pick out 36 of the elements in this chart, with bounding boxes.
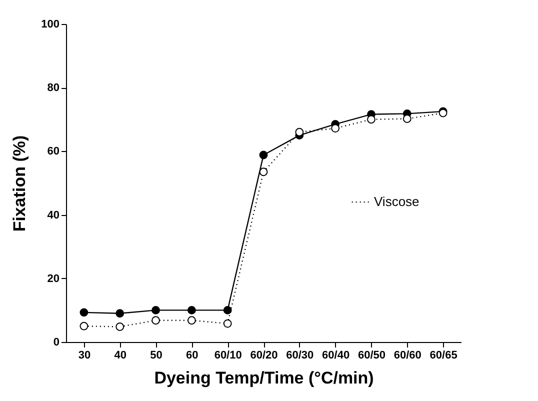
- point: [223, 319, 232, 328]
- x-tick-label: 30: [78, 350, 91, 362]
- point: [116, 309, 124, 318]
- x-axis-title: Dyeing Temp/Time (°C/min): [154, 368, 374, 388]
- x-tick-label: 60/30: [286, 350, 314, 362]
- point: [152, 316, 160, 325]
- point: [331, 124, 340, 133]
- point: [259, 150, 268, 160]
- y-tick-label: 100: [41, 18, 60, 30]
- x-tick-label: 60/20: [250, 350, 278, 362]
- point: [295, 128, 304, 136]
- point: [80, 308, 88, 317]
- x-tick-label: 60/60: [394, 350, 422, 362]
- point: [116, 322, 124, 331]
- point: [80, 322, 88, 330]
- point: [367, 115, 376, 124]
- legend-label: Viscose: [374, 194, 420, 210]
- x-tick-label: 60/10: [214, 350, 242, 362]
- y-tick-label: 40: [47, 209, 60, 222]
- x-tick-label: 50: [150, 350, 162, 362]
- y-tick-label: 60: [47, 146, 60, 158]
- y-tick-label: 80: [47, 82, 60, 94]
- x-tick-label: 60/65: [430, 350, 458, 362]
- point: [402, 114, 412, 123]
- x-tick-label: 60/50: [358, 350, 386, 362]
- point: [223, 306, 232, 314]
- x-tick-label: 60: [186, 350, 198, 362]
- x-tick-label: 40: [114, 350, 126, 362]
- point: [259, 168, 268, 176]
- y-tick-label: 20: [47, 272, 60, 285]
- x-tick-label: 60/40: [322, 350, 350, 362]
- y-axis-title: Fixation (%): [10, 135, 30, 232]
- point: [152, 306, 160, 314]
- point: [187, 306, 196, 314]
- point: [187, 316, 196, 325]
- y-tick-label: 0: [53, 336, 60, 348]
